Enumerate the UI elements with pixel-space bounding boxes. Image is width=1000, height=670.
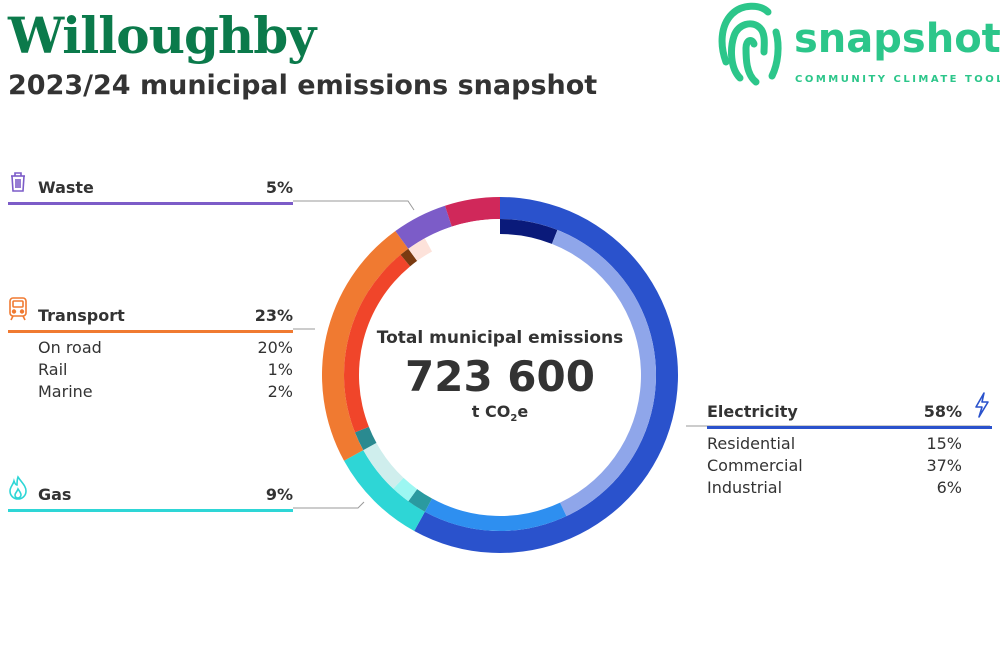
fingerprint-icon [718,2,782,86]
outer-ring [322,197,678,553]
train-icon [9,297,27,321]
page-title: Willoughby [8,6,316,65]
total-label: Total municipal emissions [376,328,624,348]
sub-label: Commercial [707,456,803,475]
inner-segment-industrial[interactable] [500,219,558,244]
page-subtitle: 2023/24 municipal emissions snapshot [8,70,598,101]
category-gas[interactable]: Gas 9% [8,475,293,515]
bin-icon [11,172,25,192]
brand-logo[interactable]: snapshot COMMUNITY CLIMATE TOOL [716,0,1000,90]
transport-percent: 23% [254,306,293,325]
brand-name: snapshot [794,16,1000,62]
inner-segment-segment-3[interactable] [408,489,433,512]
lightning-icon [975,392,989,418]
waste-label: Waste [38,178,94,197]
inner-segment-marine[interactable] [354,426,377,451]
outer-segment-segment-4[interactable] [444,197,500,227]
unit-prefix: t CO [471,402,511,421]
outer-segment-gas[interactable] [344,450,425,531]
category-electricity[interactable]: Electricity 58% Residential 15% Commerci… [707,392,992,502]
transport-sub-rail: Rail 1% [38,360,293,382]
inner-segment-segment-5[interactable] [363,442,404,489]
transport-rule [8,330,293,333]
inner-segment-segment-9[interactable] [408,238,433,261]
sub-percent: 6% [936,478,962,497]
unit-suffix: e [517,402,529,421]
sub-label: Residential [707,434,796,453]
inner-segment-rail[interactable] [400,248,418,267]
transport-sub-marine: Marine 2% [38,382,293,404]
electricity-percent: 58% [923,402,962,421]
waste-rule [8,202,293,205]
inner-segment-residential[interactable] [424,498,567,531]
sub-label: Rail [38,360,68,379]
sub-label: On road [38,338,102,357]
gas-percent: 9% [265,485,293,504]
inner-segment-segment-10[interactable] [424,219,500,252]
inner-ring [343,219,656,531]
sub-label: Industrial [707,478,783,497]
transport-sub-on-road: On road 20% [38,338,293,360]
gas-rule [8,509,293,512]
total-value: 723 600 [405,352,595,401]
waste-leader-line [293,200,415,211]
electricity-rule [707,426,992,429]
inner-segment-on-road[interactable] [343,254,411,433]
gas-label: Gas [38,485,72,504]
sub-percent: 2% [267,382,293,401]
total-unit: t CO2e [360,402,640,424]
flame-icon [9,475,27,500]
sub-percent: 20% [257,338,293,357]
electricity-sub-residential: Residential 15% [707,434,962,456]
electricity-label: Electricity [707,402,798,421]
electricity-sub-commercial: Commercial 37% [707,456,962,478]
category-waste[interactable]: Waste 5% [8,172,293,208]
inner-segment-segment-4[interactable] [393,477,418,502]
unit-subscript: 2 [510,413,518,425]
brand-tagline: COMMUNITY CLIMATE TOOL [795,74,1000,85]
sub-label: Marine [38,382,93,401]
gas-leader-line [293,501,365,509]
sub-percent: 1% [267,360,293,379]
transport-label: Transport [38,306,125,325]
inner-segment-commercial[interactable] [551,229,656,517]
sub-percent: 37% [926,456,962,475]
outer-segment-transport[interactable] [322,230,409,461]
waste-percent: 5% [265,178,293,197]
sub-percent: 15% [926,434,962,453]
category-transport[interactable]: Transport 23% On road 20% Rail 1% Marine… [8,297,293,406]
electricity-sub-industrial: Industrial 6% [707,478,962,500]
outer-segment-waste[interactable] [395,205,452,249]
